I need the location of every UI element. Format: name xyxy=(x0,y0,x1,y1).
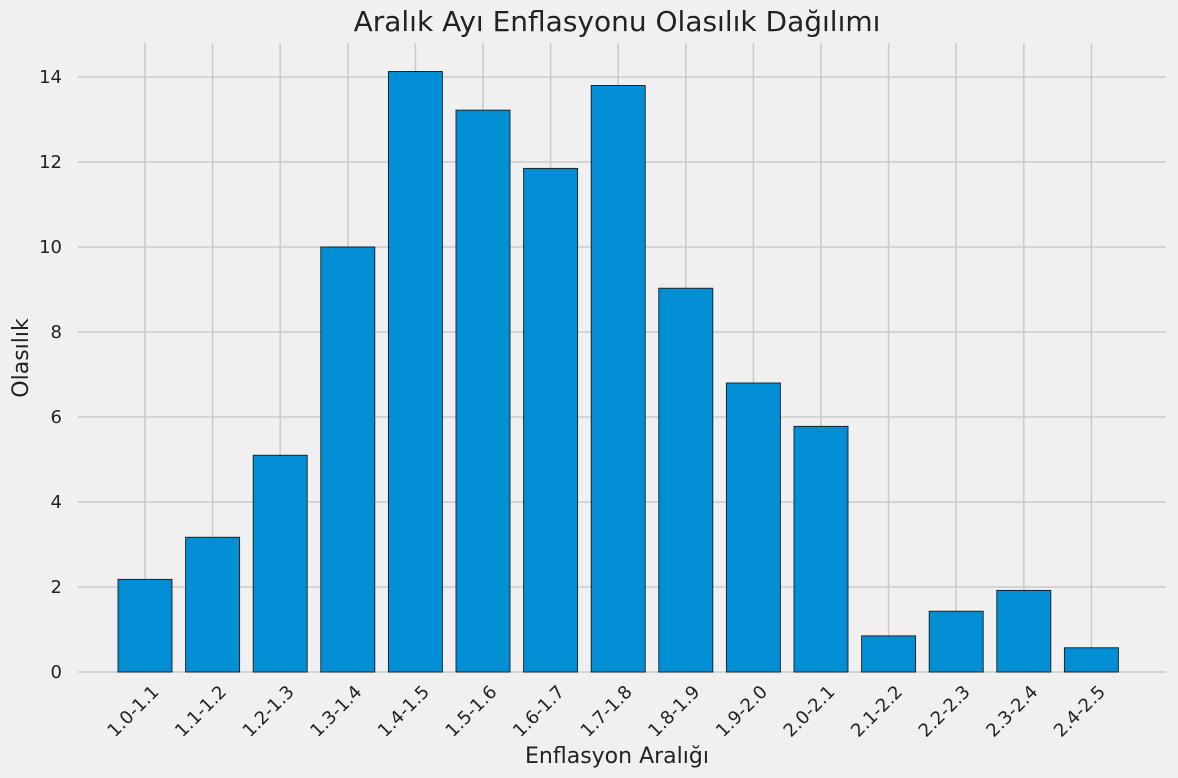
bar xyxy=(590,85,646,673)
bar xyxy=(1063,647,1119,673)
bar xyxy=(252,454,308,673)
bar xyxy=(996,589,1052,673)
y-ticks: 0 2 4 6 8 10 12 14 xyxy=(39,67,62,683)
bar xyxy=(523,167,579,673)
y-tick-label: 14 xyxy=(39,67,62,88)
bar xyxy=(658,287,714,673)
y-tick-label: 12 xyxy=(39,152,62,173)
bar xyxy=(320,246,376,673)
y-tick-label: 4 xyxy=(51,492,62,513)
y-axis-label: Olasılık xyxy=(9,318,34,398)
chart-title: Aralık Ayı Enflasyonu Olasılık Dağılımı xyxy=(354,5,881,38)
bar xyxy=(928,610,984,673)
y-tick-label: 6 xyxy=(51,407,62,428)
y-tick-label: 0 xyxy=(51,662,62,683)
bar xyxy=(725,382,781,673)
x-axis-label: Enflasyon Aralığı xyxy=(525,744,709,769)
y-tick-label: 8 xyxy=(51,322,62,343)
bar xyxy=(861,635,917,673)
y-tick-label: 2 xyxy=(51,577,62,598)
bar xyxy=(185,536,241,673)
y-tick-label: 10 xyxy=(39,237,62,258)
bar xyxy=(117,578,173,673)
bar xyxy=(455,109,511,673)
bars xyxy=(117,71,1119,673)
bar xyxy=(387,71,443,673)
bar xyxy=(793,425,849,673)
